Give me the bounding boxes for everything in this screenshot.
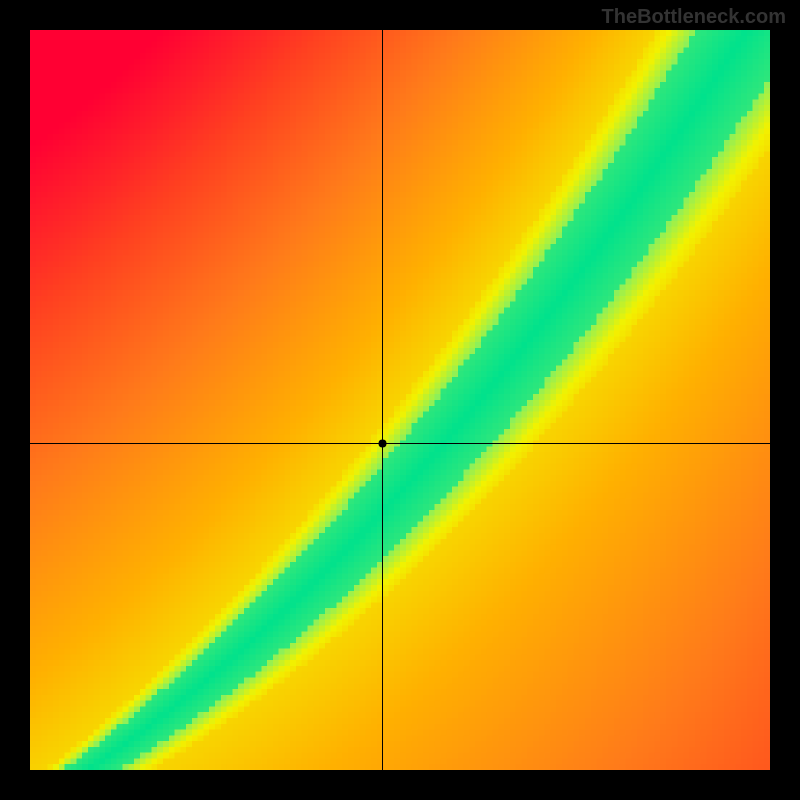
crosshair-overlay — [30, 30, 770, 770]
source-watermark: TheBottleneck.com — [602, 6, 786, 29]
chart-container: TheBottleneck.com — [0, 0, 800, 800]
